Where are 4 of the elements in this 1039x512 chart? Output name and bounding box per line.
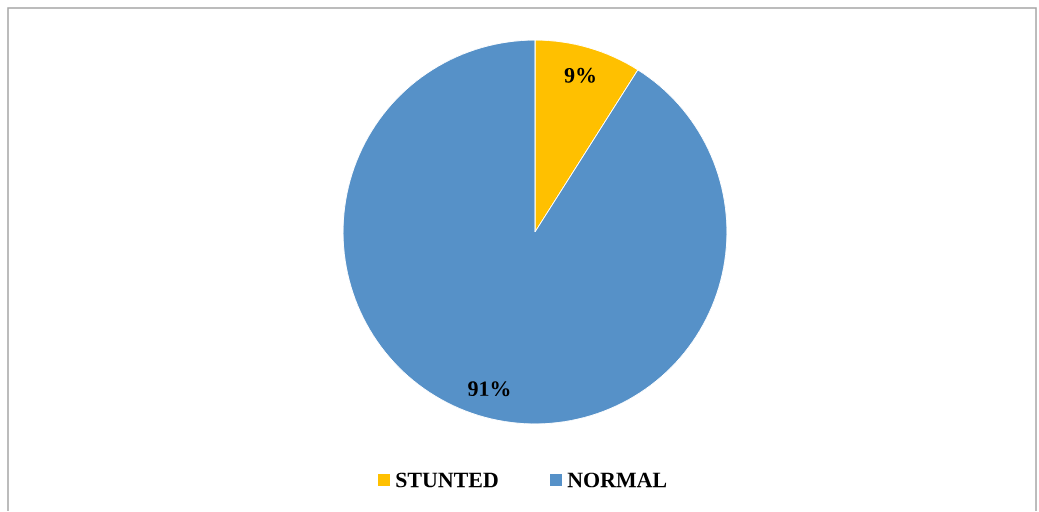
legend-label: STUNTED: [396, 472, 498, 488]
data-label: 91%: [468, 381, 510, 397]
data-label: 9%: [564, 67, 595, 83]
legend-label: NORMAL: [567, 472, 667, 488]
